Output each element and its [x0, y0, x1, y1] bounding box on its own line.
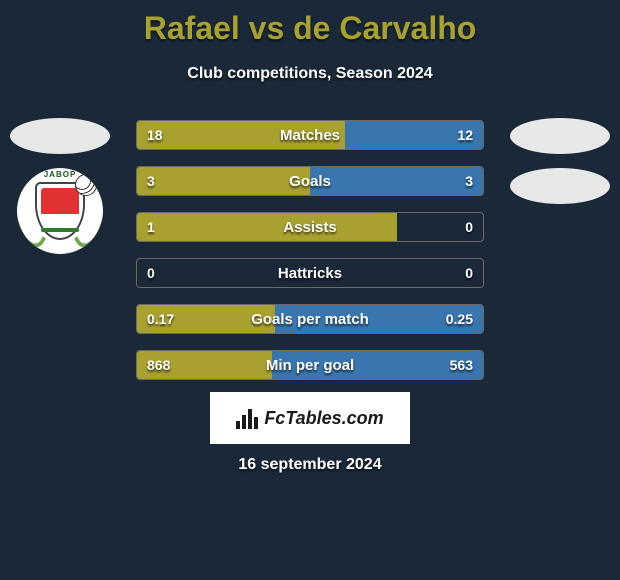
stat-right-value: 0 — [455, 213, 483, 241]
fctables-logo-icon — [236, 407, 258, 429]
branding-watermark: FcTables.com — [210, 392, 410, 444]
left-club-badge: JABOP — [17, 168, 103, 254]
stat-row: 868563Min per goal — [136, 350, 484, 380]
stat-left-value: 0.17 — [137, 305, 184, 333]
snapshot-date: 16 september 2024 — [0, 456, 620, 474]
stat-left-value: 3 — [137, 167, 165, 195]
stat-row: 33Goals — [136, 166, 484, 196]
stat-left-fill — [137, 213, 397, 241]
stat-row: 10Assists — [136, 212, 484, 242]
stat-row: 1812Matches — [136, 120, 484, 150]
stat-left-value: 18 — [137, 121, 173, 149]
branding-label: FcTables.com — [264, 408, 383, 429]
stat-right-value: 0 — [455, 259, 483, 287]
stat-label: Hattricks — [137, 259, 483, 287]
stat-left-value: 1 — [137, 213, 165, 241]
stat-left-value: 868 — [137, 351, 180, 379]
stat-row: 0 0Hattricks — [136, 258, 484, 288]
stat-right-value: 3 — [455, 167, 483, 195]
stat-bars-container: 1812Matches33Goals10Assists00Hattricks0.… — [136, 120, 484, 396]
stat-row: 0.170.25Goals per match — [136, 304, 484, 334]
stat-right-value: 12 — [447, 121, 483, 149]
right-player-avatar-placeholder-1 — [510, 118, 610, 154]
left-player-column: JABOP — [10, 118, 110, 254]
badge-text: JABOP — [17, 170, 103, 179]
comparison-subtitle: Club competitions, Season 2024 — [0, 65, 620, 83]
right-player-column — [510, 118, 610, 218]
stat-right-value: 0.25 — [436, 305, 483, 333]
stat-left-value: 0 — [137, 259, 165, 287]
stat-right-value: 563 — [440, 351, 483, 379]
left-player-avatar-placeholder — [10, 118, 110, 154]
comparison-title: Rafael vs de Carvalho — [0, 0, 620, 47]
right-player-avatar-placeholder-2 — [510, 168, 610, 204]
